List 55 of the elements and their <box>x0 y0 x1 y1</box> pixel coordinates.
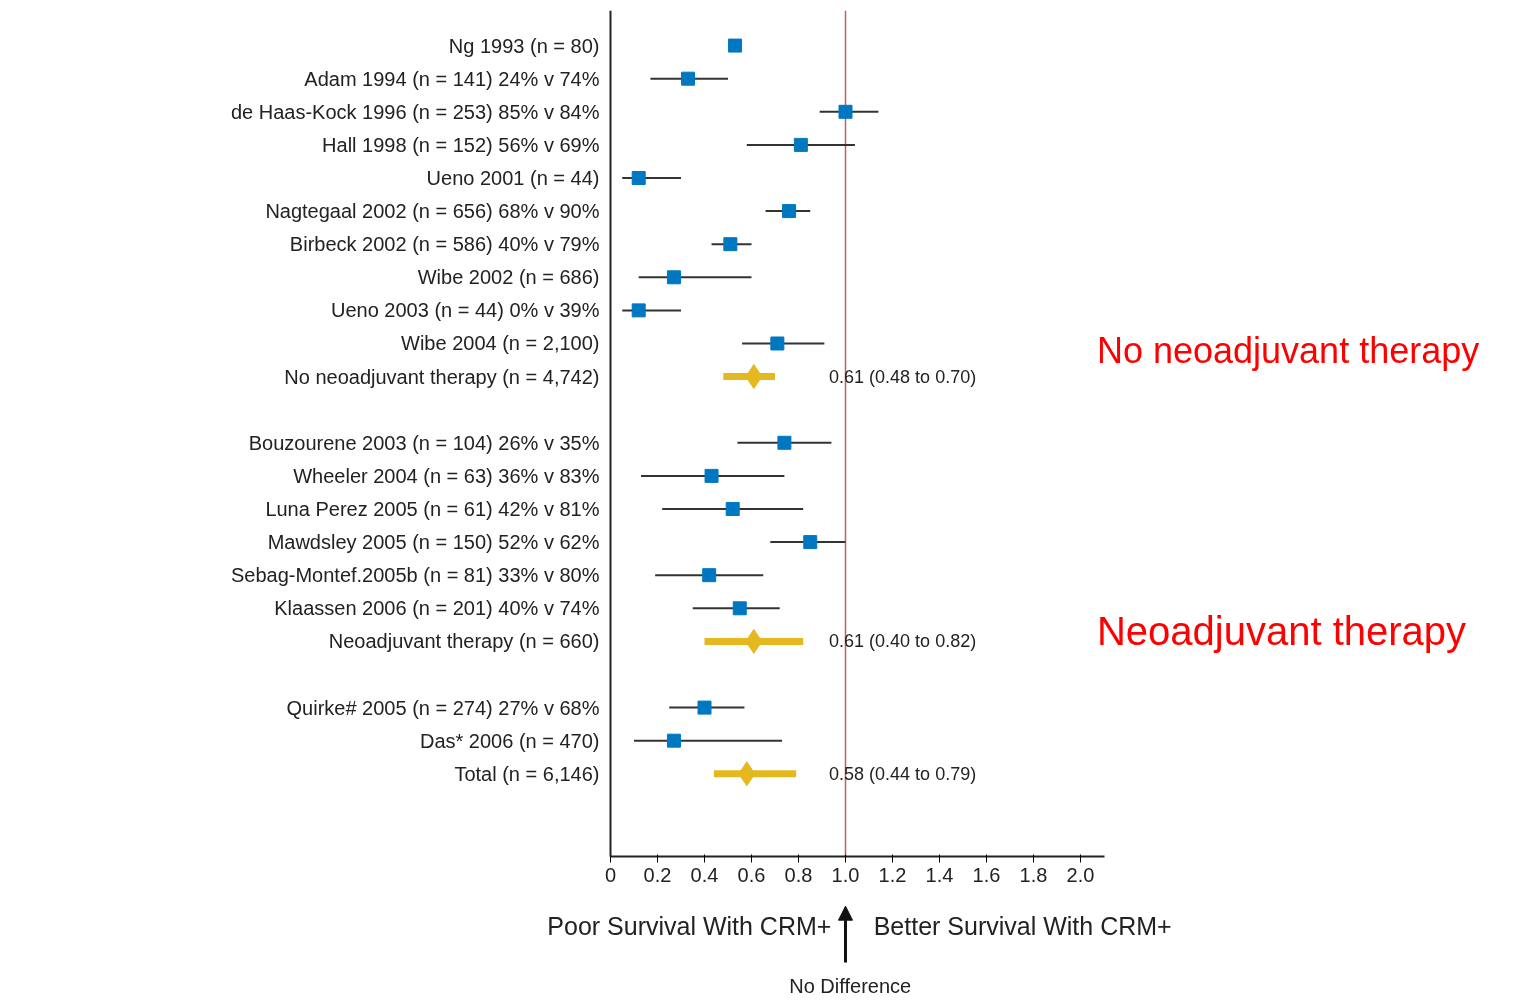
x-tick-label: 0.8 <box>784 863 813 886</box>
x-tick-label: 2.0 <box>1066 863 1095 886</box>
x-tick-label: 1.6 <box>972 863 1001 886</box>
point <box>697 700 712 715</box>
point <box>732 601 747 616</box>
text: Better Survival With CRM+ <box>873 912 1172 941</box>
y-tick-label: Hall 1998 (n = 152) 56% v 69% <box>322 133 600 156</box>
x-tick-label: 1.0 <box>831 863 860 886</box>
text: No Difference <box>789 974 912 997</box>
x-tick-label: 0.2 <box>643 863 672 886</box>
x-tick-label: 0.4 <box>690 863 719 886</box>
x-tick-label: 1.8 <box>1019 863 1048 886</box>
y-tick-label: Klaassen 2006 (n = 201) 40% v 74% <box>274 597 600 620</box>
point <box>702 568 717 583</box>
y-tick-label: Adam 1994 (n = 141) 24% v 74% <box>304 67 600 90</box>
point <box>777 435 792 450</box>
point <box>723 237 738 252</box>
point <box>631 303 646 318</box>
y-tick-label: Ueno 2003 (n = 44) 0% v 39% <box>330 299 600 322</box>
point <box>666 270 681 285</box>
y-tick-label: Nagtegaal 2002 (n = 656) 68% v 90% <box>265 200 600 223</box>
y-tick-label: Ueno 2001 (n = 44) <box>426 166 600 189</box>
point <box>631 170 646 185</box>
point <box>770 336 785 351</box>
y-tick-label: Wheeler 2004 (n = 63) 36% v 83% <box>293 464 600 487</box>
y-tick-label: No neoadjuvant therapy (n = 4,742) <box>284 365 600 388</box>
point <box>704 468 719 483</box>
y-tick-label: Luna Perez 2005 (n = 61) 42% v 81% <box>265 497 600 520</box>
point <box>666 733 681 748</box>
annotation: No neoadjuvant therapy <box>1096 329 1480 371</box>
text: Poor Survival With CRM+ <box>547 912 832 941</box>
x-tick-label: 1.4 <box>925 863 954 886</box>
point <box>838 104 853 119</box>
point <box>728 38 743 53</box>
y-tick-label: Neoadjuvant therapy (n = 660) <box>328 630 600 653</box>
x-tick-label: 0 <box>604 863 617 886</box>
y-tick-label: Quirke# 2005 (n = 274) 27% v 68% <box>286 696 600 719</box>
annotation: Neoadjuvant therapy <box>1096 609 1467 654</box>
point <box>782 204 797 219</box>
y-tick-label: Wibe 2002 (n = 686) <box>417 266 600 289</box>
y-tick-label: Mawdsley 2005 (n = 150) 52% v 62% <box>267 531 600 554</box>
point <box>725 501 740 516</box>
y-tick-label: Wibe 2004 (n = 2,100) <box>401 332 600 355</box>
y-tick-label: Das* 2006 (n = 470) <box>419 729 600 752</box>
point <box>803 535 818 550</box>
x-tick-label: 1.2 <box>878 863 907 886</box>
y-tick-label: Sebag-Montef.2005b (n = 81) 33% v 80% <box>230 564 600 587</box>
point <box>681 71 696 86</box>
y-tick-label: Birbeck 2002 (n = 586) 40% v 79% <box>289 233 600 256</box>
y-tick-label: Bouzourene 2003 (n = 104) 26% v 35% <box>248 431 600 454</box>
y-tick-label: Ng 1993 (n = 80) <box>448 34 600 57</box>
y-tick-label: de Haas-Kock 1996 (n = 253) 85% v 84% <box>230 100 600 123</box>
x-tick-label: 0.6 <box>737 863 766 886</box>
y-tick-label: Total (n = 6,146) <box>454 762 600 785</box>
point <box>793 137 808 152</box>
